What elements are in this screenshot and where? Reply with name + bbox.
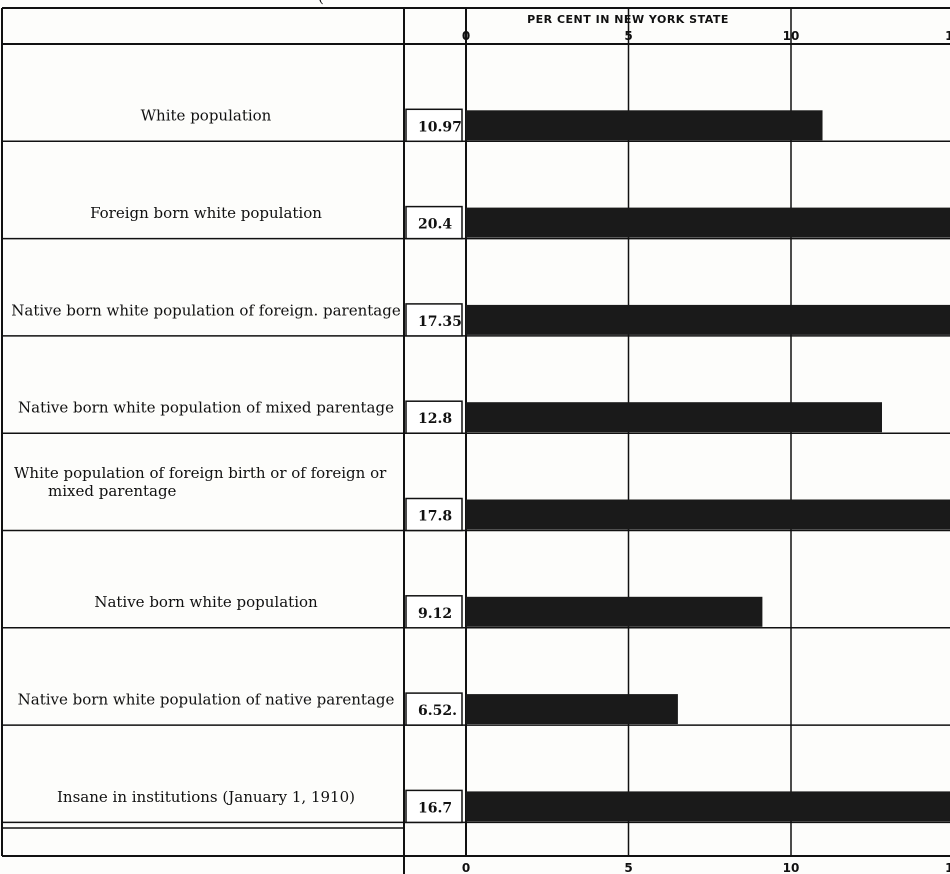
data-label: 20.4 bbox=[418, 217, 452, 233]
value-box bbox=[405, 108, 463, 143]
tick-label-bottom: 15 bbox=[945, 861, 950, 874]
bar bbox=[466, 402, 882, 433]
category-labels: 10.97 White population 20.4 Foreign born wh… bbox=[11, 107, 462, 817]
axis-title: PER CENT IN NEW YORK STATE bbox=[527, 13, 729, 26]
tick-label-top: 5 bbox=[624, 29, 632, 43]
chart-frame bbox=[1, 7, 950, 874]
value-box bbox=[405, 789, 463, 824]
data-label: 17.35 bbox=[418, 314, 462, 330]
header-fragment: ( bbox=[318, 0, 324, 6]
data-label: 6.52. bbox=[418, 703, 457, 719]
tick-label-top: 0 bbox=[462, 29, 470, 43]
tick-labels: 005510101515202025253030 bbox=[462, 29, 950, 874]
tick-label-bottom: 10 bbox=[783, 861, 800, 874]
data-label: 10.97 bbox=[418, 119, 462, 135]
tick-label-top: 15 bbox=[945, 29, 950, 43]
category-label: Native born white population of native p… bbox=[18, 690, 395, 708]
bar bbox=[466, 110, 823, 141]
value-box bbox=[405, 303, 463, 337]
data-label: 16.7 bbox=[418, 800, 452, 816]
value-box bbox=[405, 497, 463, 532]
value-box bbox=[405, 205, 463, 240]
tick-label-bottom: 0 bbox=[462, 861, 470, 874]
category-label: Foreign born white population bbox=[90, 204, 322, 222]
value-box bbox=[405, 400, 463, 434]
tick-label-bottom: 5 bbox=[624, 861, 632, 874]
tick-label-top: 10 bbox=[783, 29, 800, 43]
bar bbox=[466, 694, 678, 725]
category-label: White population of foreign birth or of … bbox=[14, 464, 387, 500]
data-label: 9.12 bbox=[418, 606, 452, 622]
category-label: White population bbox=[141, 107, 272, 125]
value-box bbox=[405, 692, 463, 726]
bar bbox=[466, 791, 950, 822]
value-box bbox=[405, 595, 463, 629]
data-label: 17.8 bbox=[418, 509, 452, 525]
category-label: Native born white population bbox=[94, 593, 318, 611]
data-label: 12.8 bbox=[418, 411, 452, 427]
bar bbox=[466, 596, 763, 627]
bars bbox=[405, 108, 950, 824]
category-label: Native born white population of mixed pa… bbox=[18, 399, 394, 417]
bar bbox=[466, 304, 950, 335]
category-label: Native born white population of foreign.… bbox=[11, 301, 401, 319]
bar bbox=[466, 207, 950, 238]
category-label: Insane in institutions (January 1, 1910) bbox=[57, 788, 355, 806]
bar bbox=[466, 499, 950, 530]
